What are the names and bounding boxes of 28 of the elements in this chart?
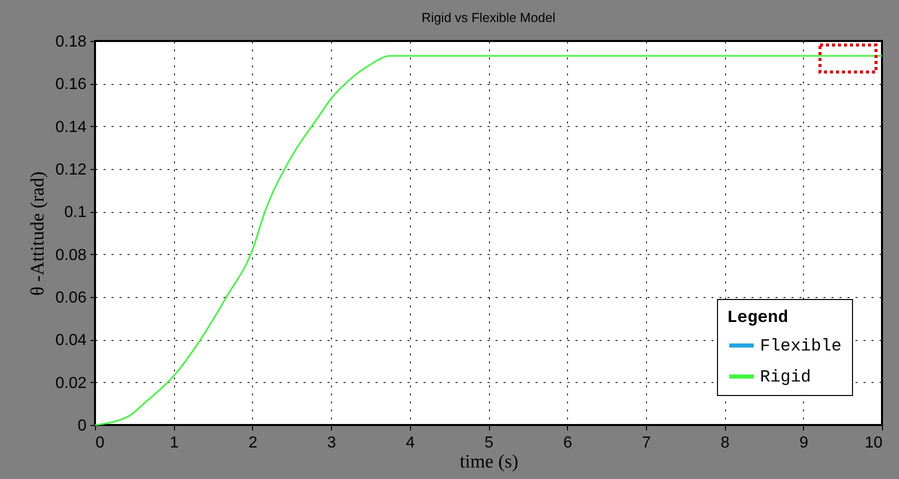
y-tick-label: 0 xyxy=(78,418,87,434)
x-tick-label: 8 xyxy=(720,434,730,452)
x-tick-label: 9 xyxy=(799,434,808,452)
x-tick-label: 0 xyxy=(96,434,104,452)
y-tick-label: 0.02 xyxy=(55,374,87,392)
y-tick-label: 0.12 xyxy=(55,162,87,178)
y-tick-label: 0.18 xyxy=(55,34,87,50)
legend-label: Flexible xyxy=(760,338,842,356)
y-tick-label: 0.14 xyxy=(55,118,87,136)
y-tick-label: 0.06 xyxy=(55,290,87,306)
y-tick-label: 0.08 xyxy=(55,246,87,264)
y-axis-title: θ -Attitude (rad) xyxy=(27,171,48,296)
x-tick-label: 10 xyxy=(864,434,883,452)
x-tick-label: 6 xyxy=(563,434,572,452)
x-tick-label: 7 xyxy=(642,434,651,452)
y-tick-label: 0.04 xyxy=(55,332,87,350)
y-tick-label: 0.1 xyxy=(64,204,87,222)
x-tick-label: 1 xyxy=(170,434,179,452)
x-axis-title: time (s) xyxy=(460,452,518,472)
legend-label: Rigid xyxy=(760,368,812,388)
legend-title: Legend xyxy=(727,309,788,328)
y-tick-label: 0.16 xyxy=(55,76,87,94)
x-tick-label: 2 xyxy=(248,434,258,452)
chart-title: Rigid vs Flexible Model xyxy=(422,10,556,25)
x-tick-label: 3 xyxy=(327,434,336,452)
x-tick-label: 5 xyxy=(484,434,494,452)
x-tick-label: 4 xyxy=(406,434,415,452)
line-series xyxy=(94,55,883,426)
